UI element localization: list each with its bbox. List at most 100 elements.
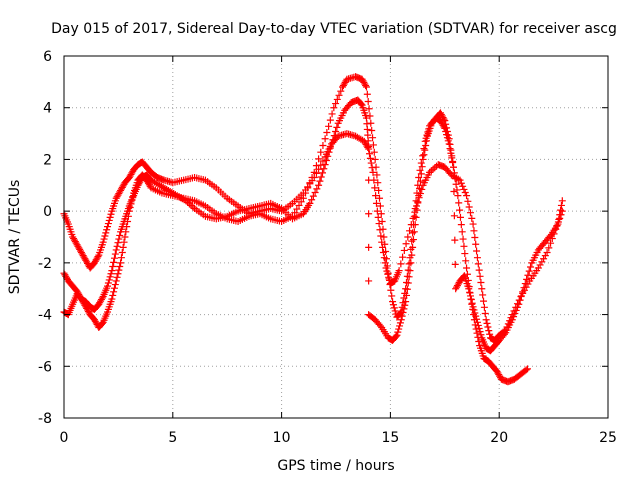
data-point xyxy=(107,270,115,278)
data-point xyxy=(369,168,377,176)
y-tick-label: -8 xyxy=(38,411,52,427)
data-point xyxy=(330,132,338,140)
data-point xyxy=(512,306,520,314)
data-point xyxy=(111,281,119,289)
data-point xyxy=(399,253,407,261)
data-point xyxy=(451,260,459,268)
data-point xyxy=(465,203,473,211)
data-point xyxy=(470,227,478,235)
y-tick-label: -2 xyxy=(38,256,52,272)
data-point xyxy=(473,315,481,323)
data-point xyxy=(464,197,472,205)
data-point xyxy=(540,255,548,263)
data-point xyxy=(511,310,519,318)
data-point xyxy=(442,128,450,136)
data-point xyxy=(400,305,408,313)
data-point xyxy=(369,141,377,149)
y-tick-label: -4 xyxy=(38,308,52,324)
data-point xyxy=(481,310,489,318)
data-point xyxy=(523,365,531,373)
data-point xyxy=(113,242,121,250)
data-point xyxy=(306,179,314,187)
data-point xyxy=(409,243,417,251)
data-point xyxy=(377,210,385,218)
data-point xyxy=(366,154,374,162)
data-point xyxy=(105,276,113,284)
data-point xyxy=(316,177,324,185)
data-point xyxy=(377,232,385,240)
data-point xyxy=(463,264,471,272)
data-point xyxy=(459,235,467,243)
data-point xyxy=(418,163,426,171)
data-point xyxy=(293,205,301,213)
data-point xyxy=(380,233,388,241)
data-point xyxy=(397,260,405,268)
data-point xyxy=(118,249,126,257)
data-point xyxy=(454,192,462,200)
data-point xyxy=(376,194,384,202)
data-point xyxy=(386,281,394,289)
data-point xyxy=(106,213,114,221)
data-point xyxy=(297,198,305,206)
data-point xyxy=(312,162,320,170)
y-tick-label: 0 xyxy=(43,204,52,220)
data-point xyxy=(299,194,307,202)
data-point xyxy=(324,152,332,160)
data-point xyxy=(112,246,120,254)
y-tick-label: -6 xyxy=(38,359,52,375)
data-point xyxy=(477,331,485,339)
data-point xyxy=(477,279,485,287)
data-point xyxy=(525,267,533,275)
data-point xyxy=(332,100,340,108)
data-point xyxy=(470,306,478,314)
data-point xyxy=(98,294,106,302)
data-point xyxy=(367,159,375,167)
data-point xyxy=(419,155,427,163)
data-point xyxy=(446,145,454,153)
data-point xyxy=(363,90,371,98)
y-axis: -8 -6 -4 -2 0 2 4 6 xyxy=(38,49,608,427)
data-point xyxy=(366,150,374,158)
data-point xyxy=(94,253,102,261)
data-point xyxy=(187,201,195,209)
data-point xyxy=(421,146,429,154)
data-point xyxy=(100,235,108,243)
data-point xyxy=(365,143,373,150)
data-point xyxy=(326,144,334,152)
x-tick-label: 0 xyxy=(60,430,69,446)
data-point xyxy=(520,284,528,292)
data-point xyxy=(459,182,467,190)
data-point xyxy=(113,273,121,281)
data-point xyxy=(407,259,415,267)
data-point xyxy=(376,322,384,330)
data-point xyxy=(453,186,461,194)
data-point xyxy=(456,213,464,221)
x-tick-label: 10 xyxy=(273,430,291,446)
data-point xyxy=(541,252,549,260)
data-point xyxy=(110,254,118,262)
data-point xyxy=(450,169,458,177)
data-point xyxy=(120,238,128,246)
data-point xyxy=(460,185,468,193)
data-point xyxy=(405,260,413,268)
data-point xyxy=(309,192,317,200)
data-point xyxy=(325,122,333,130)
data-point xyxy=(368,126,376,134)
data-point xyxy=(449,159,457,167)
data-point xyxy=(466,292,474,300)
data-point xyxy=(443,134,451,142)
data-point xyxy=(519,288,527,296)
data-point xyxy=(115,235,123,243)
data-point xyxy=(458,228,466,236)
data-point xyxy=(416,166,424,174)
y-tick-label: 4 xyxy=(43,101,52,117)
y-axis-label: SDTVAR / TECUs xyxy=(7,180,23,295)
data-point xyxy=(423,137,431,145)
data-point xyxy=(311,189,319,197)
plot-frame xyxy=(63,55,609,419)
data-point xyxy=(480,297,488,305)
data-point xyxy=(337,87,345,95)
data-point xyxy=(474,260,482,268)
data-point xyxy=(467,296,475,304)
data-point xyxy=(513,303,521,311)
